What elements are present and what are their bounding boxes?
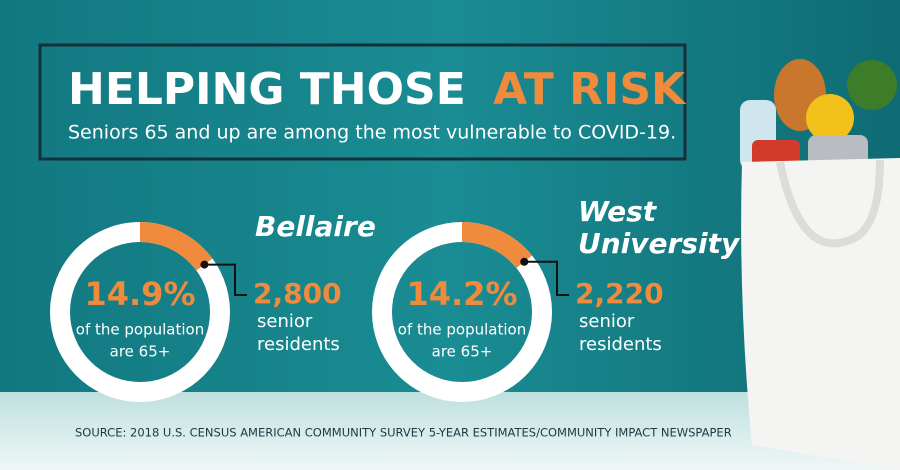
caption: of the population [76,321,204,339]
place-name: Bellaire [255,210,376,243]
title-part: HELPING THOSE [68,64,466,115]
percent-label: 14.2% [406,275,517,313]
title-part: AT RISK [493,64,687,115]
count: 2,220 [575,277,664,310]
leader-dot [520,257,529,266]
donut-segment [461,222,533,269]
leader-line [204,263,247,296]
count-text: residents [579,334,662,355]
title-box [38,43,687,161]
caption: are 65+ [110,343,171,361]
grocery-bag [740,59,900,470]
count-text: senior [257,311,313,332]
subtitle: Seniors 65 and up are among the most vul… [68,122,676,144]
leader-dot [200,260,209,269]
leader-line [524,260,569,296]
caption: of the population [398,321,526,339]
count: 2,800 [253,277,342,310]
place-name: University [578,227,741,260]
caption: are 65+ [432,343,493,361]
count-text: senior [579,311,635,332]
percent-label: 14.9% [84,275,195,313]
place-name: West [578,195,658,228]
title: HELPING THOSE AT RISK [68,64,687,115]
source: SOURCE: 2018 U.S. CENSUS AMERICAN COMMUN… [75,426,732,440]
count-text: residents [257,334,340,355]
donut-segment [139,222,213,271]
